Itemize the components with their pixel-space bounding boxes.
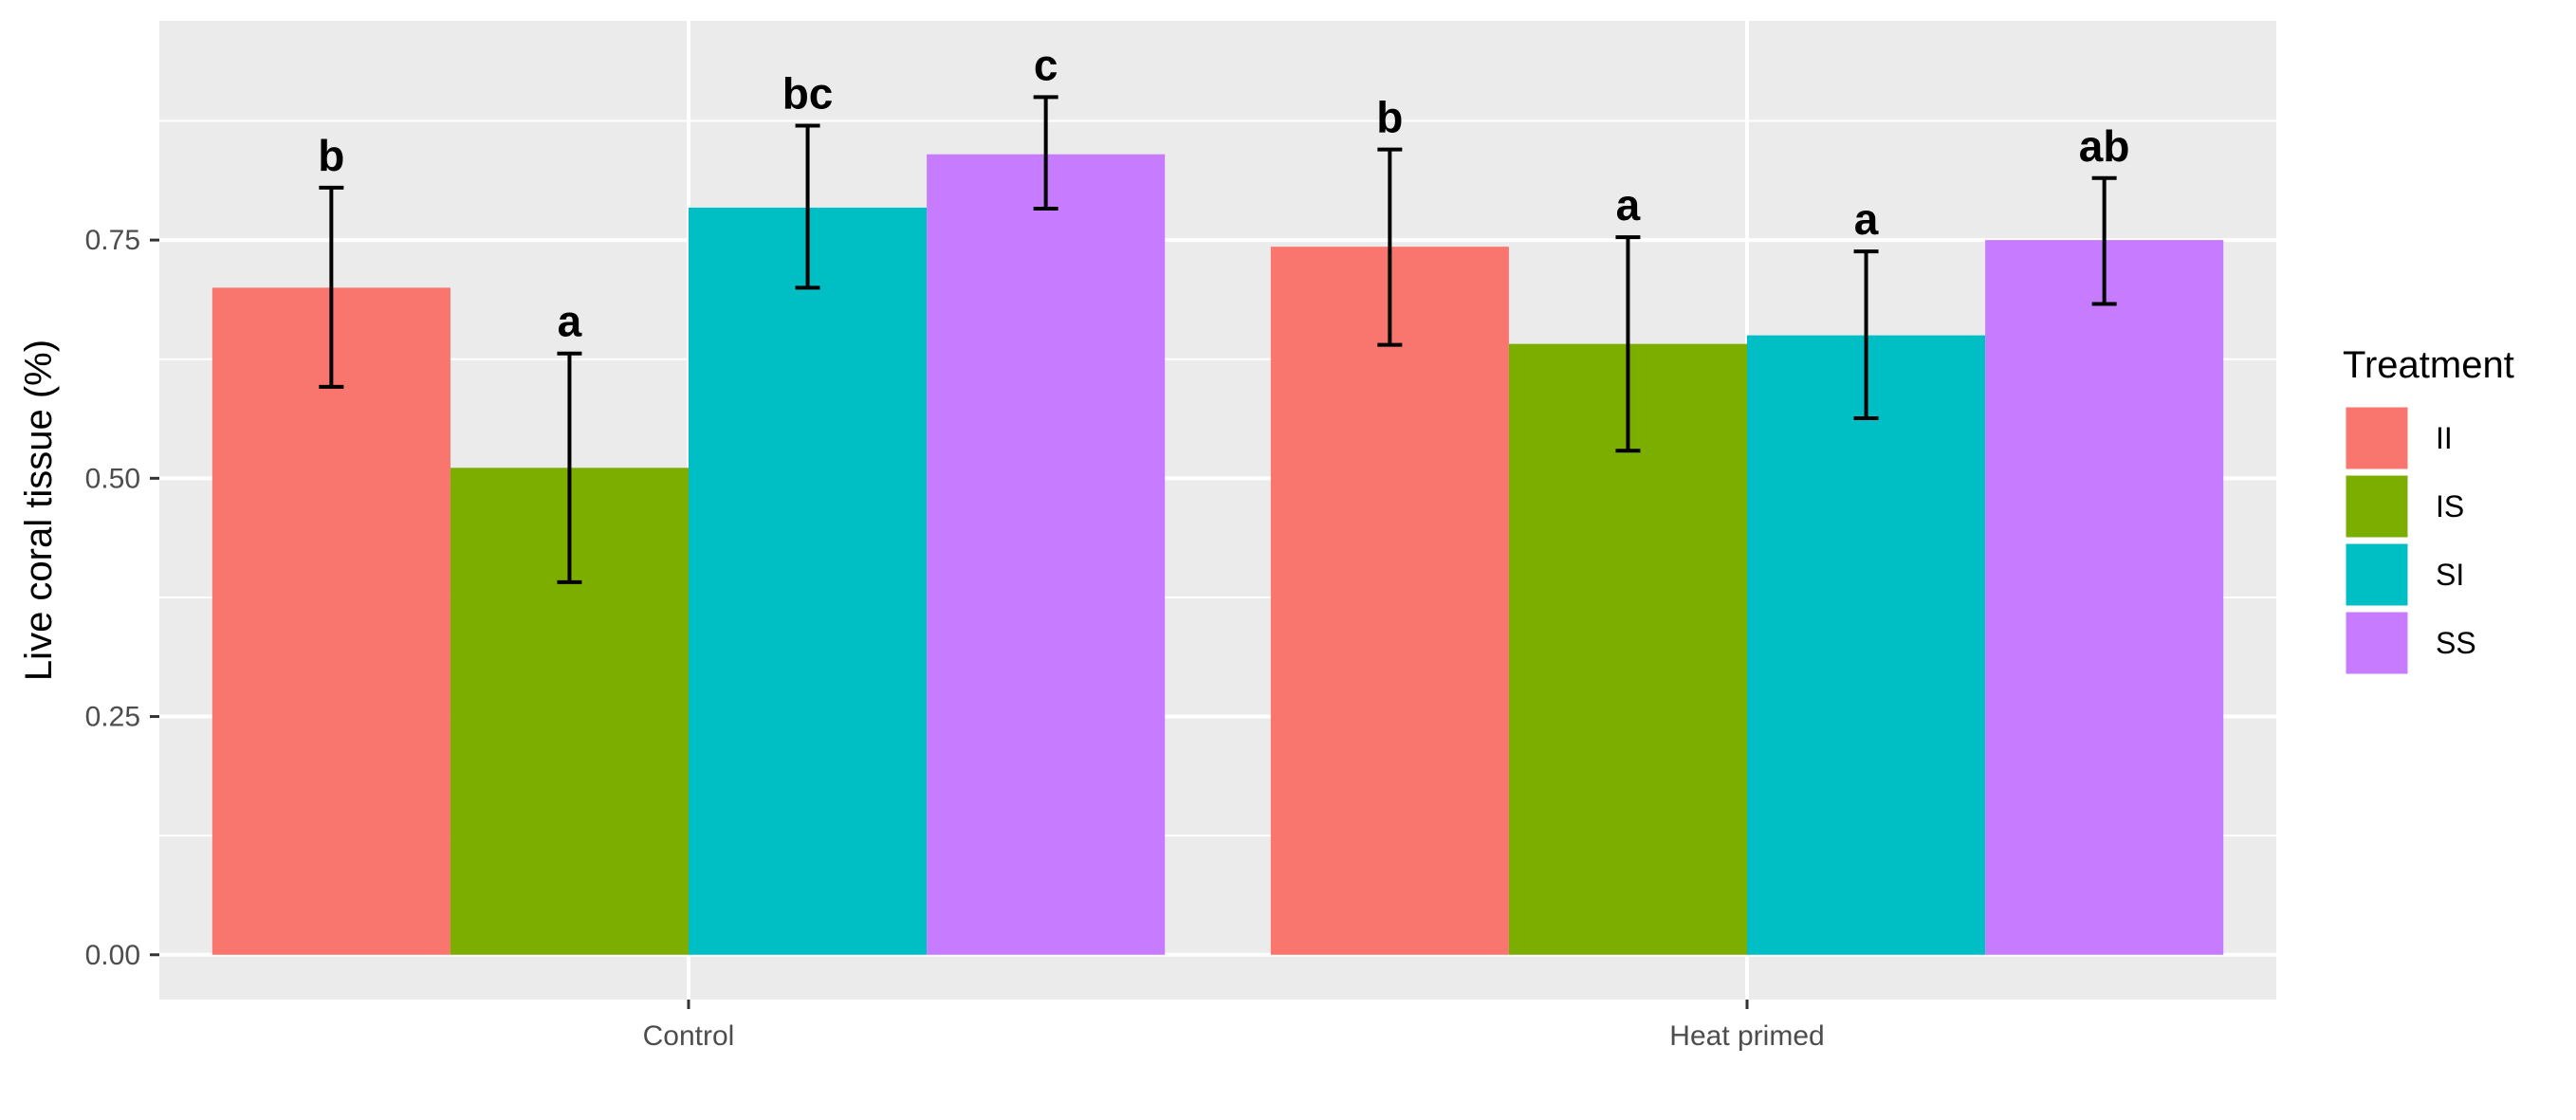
bar-SS-heat-primed [1985, 240, 2224, 955]
axes: 0.00 0.25 0.50 0.75 Control Heat primed [85, 225, 1825, 1052]
bar-II-control [212, 287, 451, 955]
legend-key-SS [2343, 609, 2411, 677]
legend-title: Treatment [2343, 344, 2514, 386]
y-tick-label: 0.75 [85, 225, 140, 256]
y-axis-title: Live coral tissue (%) [18, 340, 60, 681]
significance-label: a [1616, 180, 1641, 230]
significance-label: b [1376, 93, 1403, 142]
significance-label: a [558, 297, 582, 346]
legend-key-II [2343, 404, 2411, 472]
bar-SS-control [927, 154, 1166, 955]
legend-label-SI: SI [2436, 558, 2464, 592]
legend-key-IS [2343, 472, 2411, 541]
bar-SI-heat-primed [1747, 335, 1986, 955]
significance-labels: b a bc c b a a ab [318, 40, 2129, 345]
legend-key-SI [2343, 541, 2411, 609]
legend-label-IS: IS [2436, 489, 2464, 523]
legend-label-SS: SS [2436, 626, 2476, 660]
legend-label-II: II [2436, 421, 2453, 455]
y-tick-label: 0.50 [85, 463, 140, 494]
significance-label: bc [782, 69, 834, 119]
x-tick-label: Heat primed [1669, 1020, 1824, 1052]
error-bars [319, 95, 2117, 584]
bars [212, 154, 2224, 955]
bar-SI-control [689, 207, 928, 955]
significance-label: c [1034, 40, 1058, 89]
bar-II-heat-primed [1270, 247, 1509, 955]
significance-label: b [318, 131, 344, 180]
significance-label: a [1854, 194, 1879, 244]
x-tick-label: Control [643, 1020, 735, 1052]
legend: Treatment II IS SI SS [2343, 344, 2514, 677]
y-tick-label: 0.00 [85, 940, 140, 971]
y-tick-label: 0.25 [85, 702, 140, 733]
significance-label: ab [2079, 121, 2130, 171]
